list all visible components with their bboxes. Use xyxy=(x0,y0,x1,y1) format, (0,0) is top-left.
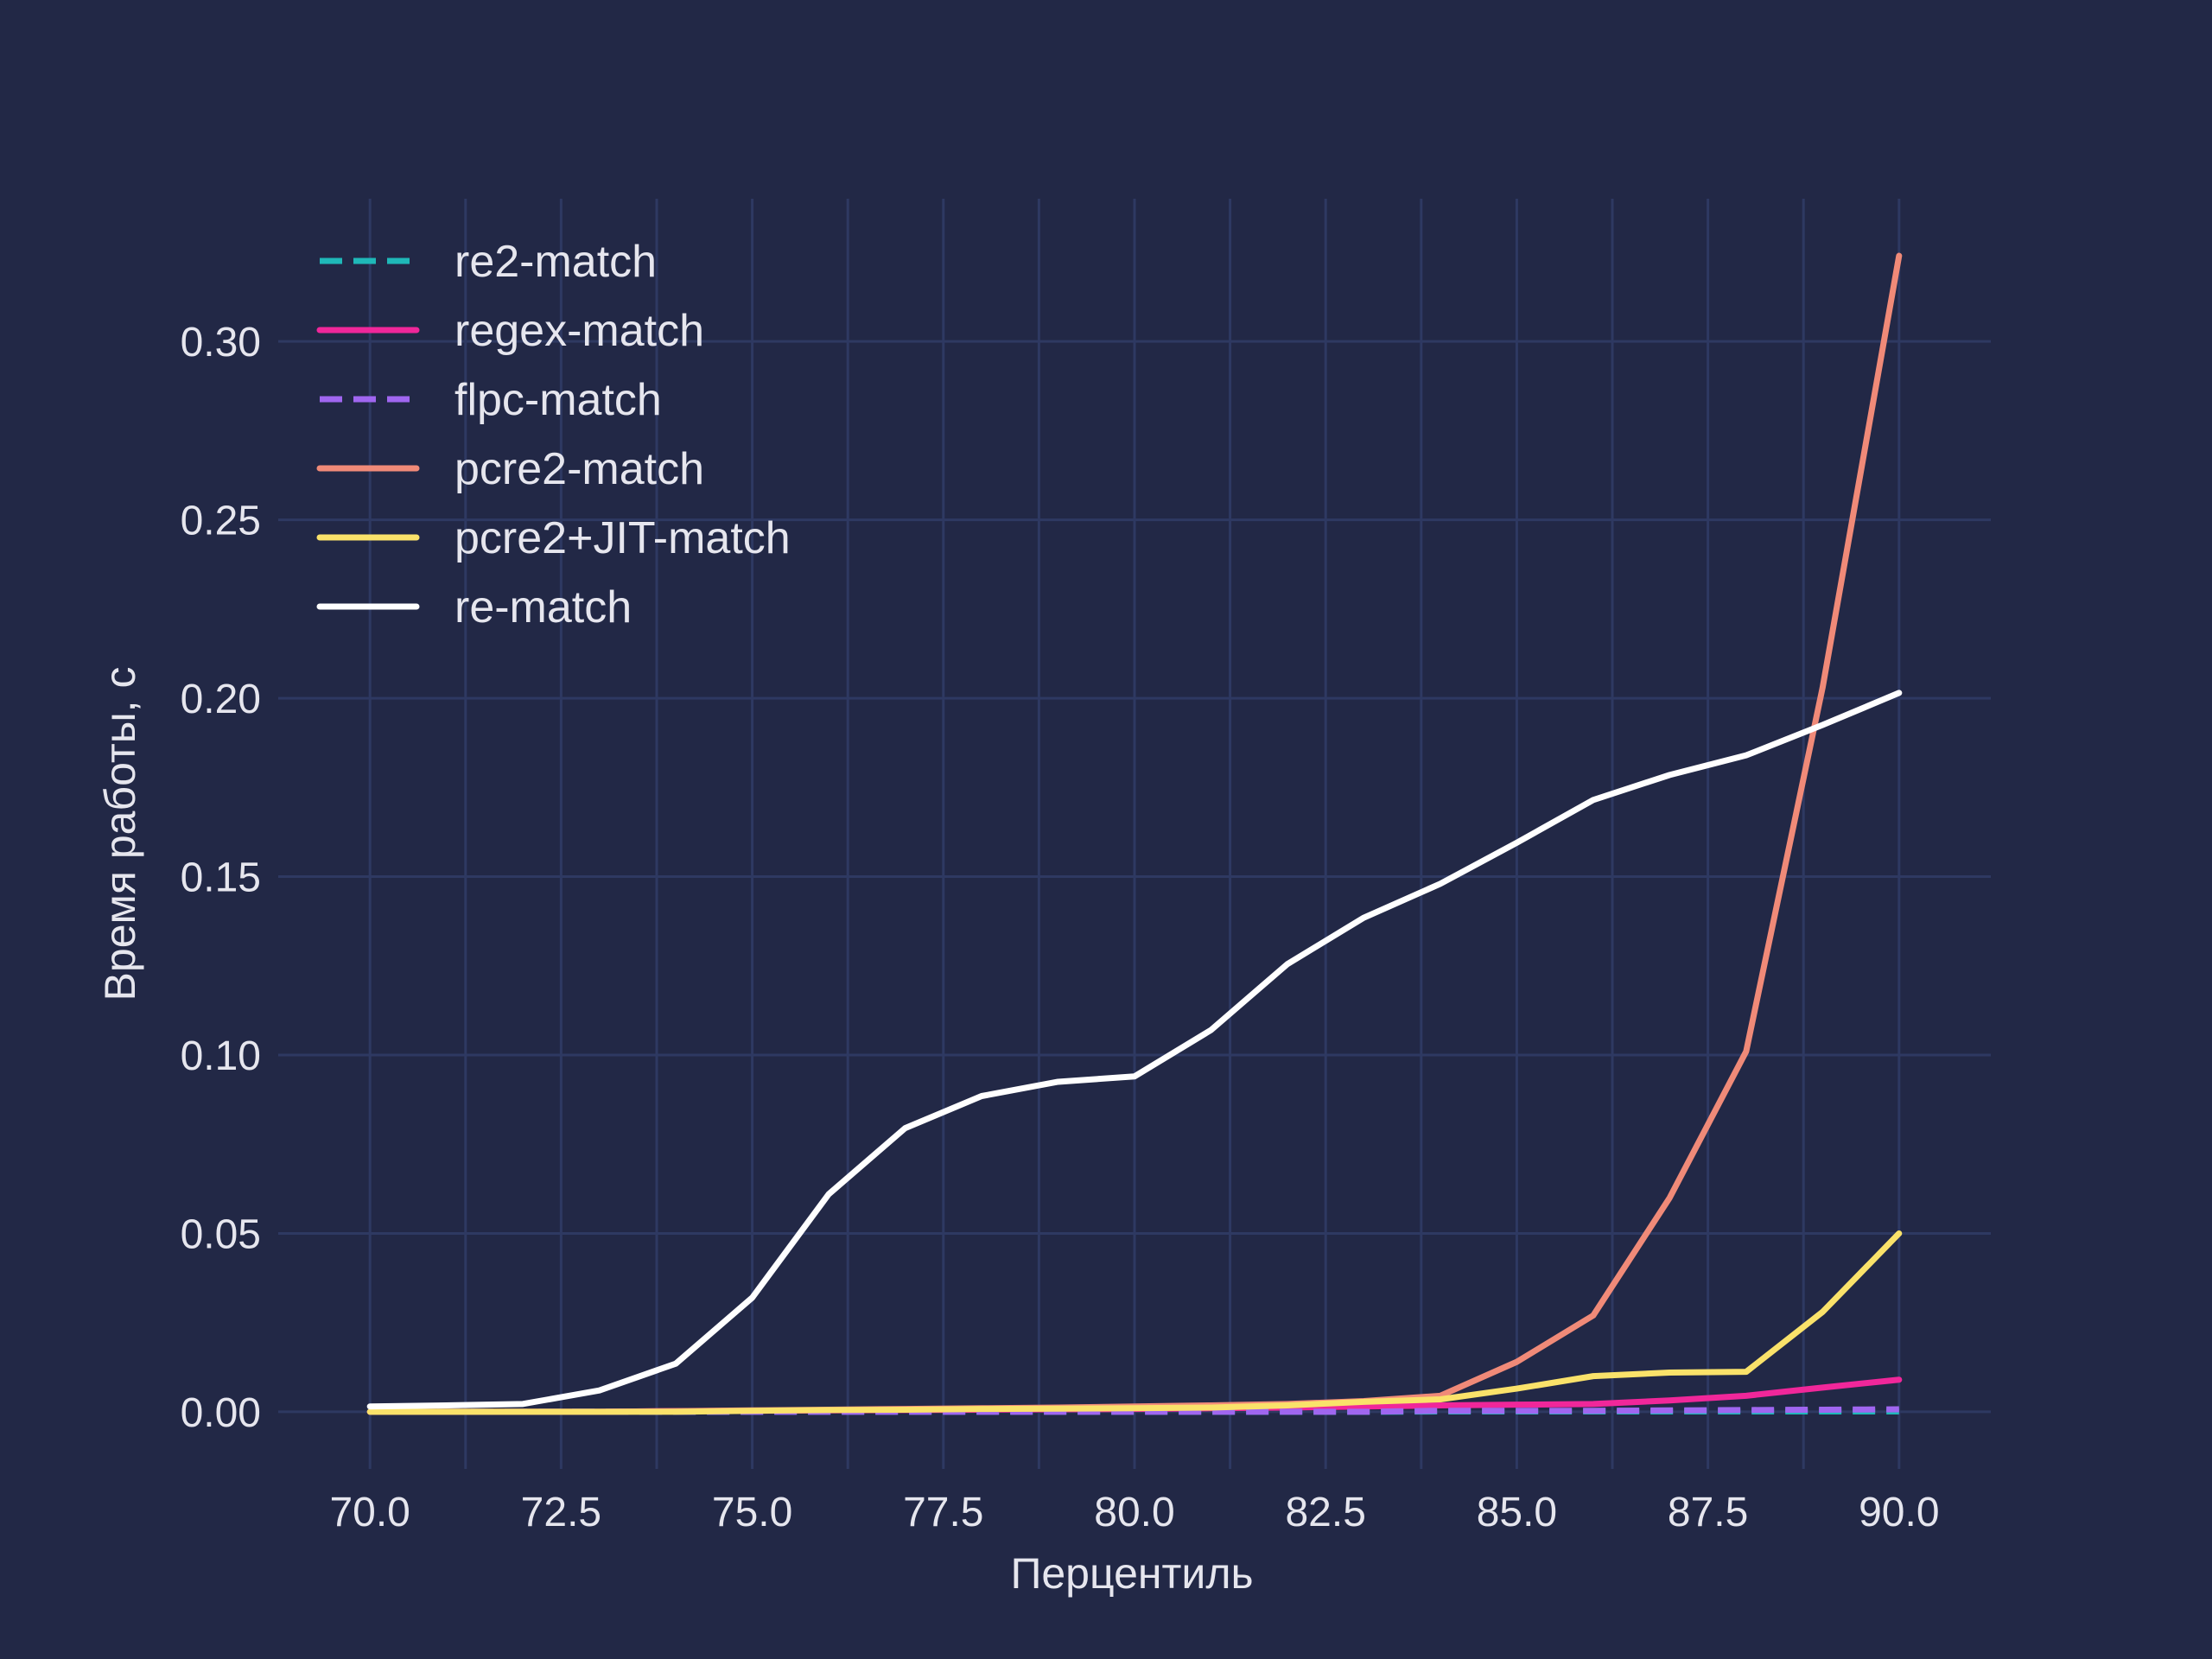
legend-label: pcre2-match xyxy=(454,444,704,494)
series-line-pcre2+JIT-match xyxy=(366,1230,1903,1415)
x-tick-label: 85.0 xyxy=(1477,1490,1557,1535)
x-tick-label: 72.5 xyxy=(521,1490,601,1535)
y-tick-label: 0.05 xyxy=(181,1211,261,1257)
x-tick-label: 90.0 xyxy=(1859,1490,1939,1535)
series-lines xyxy=(366,252,1903,1415)
x-tick-labels: 70.0 72.5 75.0 77.5 80.0 82.5 85.0 87.5 90.0 xyxy=(329,1490,1939,1535)
x-tick-label: 82.5 xyxy=(1285,1490,1365,1535)
legend-label: re-match xyxy=(454,582,632,632)
x-tick-label: 80.0 xyxy=(1094,1490,1174,1535)
y-tick-label: 0.20 xyxy=(181,677,261,722)
y-tick-label: 0.25 xyxy=(181,499,261,544)
y-tick-label: 0.00 xyxy=(181,1390,261,1436)
legend-label: re2-match xyxy=(454,237,657,287)
y-tick-label: 0.10 xyxy=(181,1033,261,1079)
legend-label: pcre2+JIT-match xyxy=(454,513,791,563)
x-tick-label: 75.0 xyxy=(712,1490,792,1535)
y-tick-label: 0.30 xyxy=(181,320,261,365)
grid-lines xyxy=(278,199,1991,1469)
x-axis-title: Перцентиль xyxy=(1010,1549,1253,1598)
series-line-re-match xyxy=(366,690,1903,1410)
y-tick-labels: 0.00 0.05 0.10 0.15 0.20 0.25 0.30 xyxy=(181,320,261,1436)
x-tick-label: 77.5 xyxy=(903,1490,983,1535)
x-tick-label: 70.0 xyxy=(329,1490,410,1535)
legend: re2-match regex-match flpc-match pcre2-matc… xyxy=(316,237,791,632)
y-tick-label: 0.15 xyxy=(181,855,261,901)
x-tick-label: 87.5 xyxy=(1668,1490,1748,1535)
legend-label: flpc-match xyxy=(454,375,662,425)
y-axis-title: Время работы, с xyxy=(96,667,144,1001)
legend-label: regex-match xyxy=(454,306,704,356)
